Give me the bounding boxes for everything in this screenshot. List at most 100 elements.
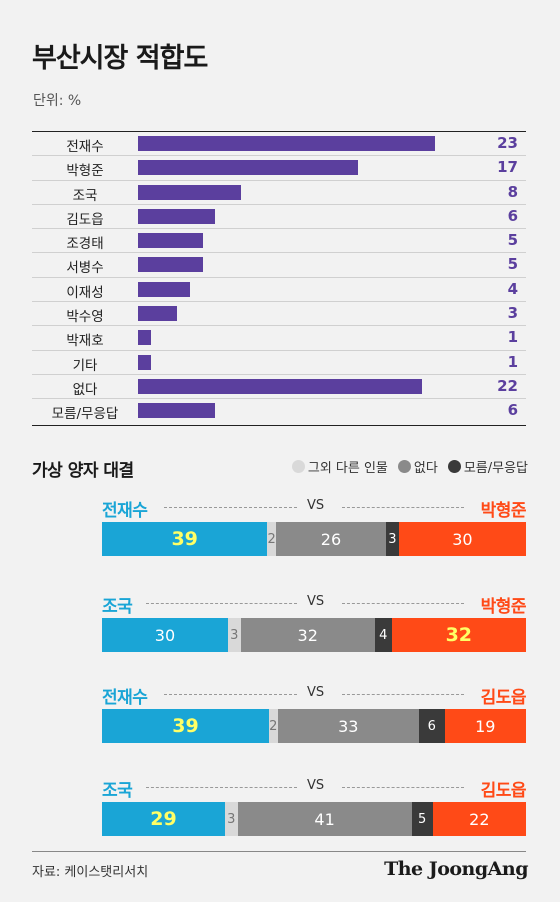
bar <box>138 160 358 176</box>
bar <box>138 136 435 151</box>
matchup-header: 전재수 VS 김도읍 <box>102 683 527 708</box>
matchup-header: 조국 VS 김도읍 <box>102 776 527 801</box>
bar <box>138 257 203 273</box>
legend-label: 그외 다른 인물 <box>307 461 388 476</box>
bar <box>138 208 216 224</box>
legend-item: 모름/무응답 <box>447 457 528 476</box>
candidate-right: 김도읍 <box>480 688 527 708</box>
bar-segment: 6 <box>418 709 445 743</box>
legend-label: 없다 <box>413 461 438 476</box>
bar-value: 23 <box>497 134 518 152</box>
bar-segment: 30 <box>102 618 228 652</box>
legend-item: 없다 <box>397 457 438 476</box>
divider-line <box>164 694 297 695</box>
stacked-bar: 30 3 32 4 32 <box>102 618 526 652</box>
matchup: 조국 VS 김도읍 29 3 41 5 22 <box>102 776 527 836</box>
bar-row: 박수영 3 <box>32 302 526 327</box>
candidate-left: 조국 <box>102 597 133 617</box>
bar-label: 박재호 <box>66 333 104 350</box>
bar-segment: 5 <box>411 802 433 836</box>
legend-swatch <box>291 460 305 473</box>
divider-line <box>146 787 297 788</box>
divider-line <box>342 787 464 788</box>
vs-label: VS <box>307 498 325 513</box>
chart-title: 부산시장 적합도 <box>32 43 208 74</box>
bar-label: 박수영 <box>66 309 104 326</box>
bar-segment: 29 <box>102 802 225 836</box>
bar <box>138 184 242 200</box>
bar-label: 박형준 <box>66 163 104 180</box>
bar-value: 6 <box>507 206 518 225</box>
bar-value: 3 <box>507 304 518 323</box>
divider-line <box>342 694 464 695</box>
vs-label: VS <box>307 594 325 609</box>
candidate-left: 전재수 <box>102 501 148 521</box>
matchup: 조국 VS 박형준 30 3 32 4 32 <box>102 592 527 652</box>
bar-row: 없다 22 <box>32 375 526 400</box>
bar-segment: 22 <box>432 802 526 836</box>
bar-label: 조국 <box>72 187 98 204</box>
candidate-right: 박형준 <box>480 501 527 521</box>
bar-label: 전재수 <box>66 139 104 155</box>
divider-line <box>146 603 297 604</box>
bar-row: 박재호 1 <box>32 326 526 351</box>
bar-segment: 3 <box>386 522 399 556</box>
unit-label: 단위: % <box>33 93 82 109</box>
bar-segment: 19 <box>444 709 526 743</box>
bar-value: 1 <box>507 328 518 347</box>
bar-value: 5 <box>507 255 518 274</box>
vs-label: VS <box>307 778 325 793</box>
bottom-rule <box>32 425 526 426</box>
legend-swatch <box>397 460 411 473</box>
bar-segment: 41 <box>237 802 412 836</box>
bar-label: 김도읍 <box>66 211 104 228</box>
bar-segment: 30 <box>398 522 526 556</box>
candidate-left: 조국 <box>102 781 133 801</box>
bar <box>138 354 151 370</box>
stacked-bar: 39 2 33 6 19 <box>102 709 526 743</box>
candidate-left: 전재수 <box>102 688 148 708</box>
bar-segment: 39 <box>102 709 270 743</box>
bar-segment: 32 <box>391 618 526 652</box>
bar-chart: 전재수 23 박형준 17 조국 8 김도읍 6 조경태 5 서병수 5 이재성 4 박수영 3 박재호 1 기타 1… <box>32 132 526 424</box>
bar-segment: 4 <box>374 618 392 652</box>
bar-row: 기타 1 <box>32 351 526 375</box>
source-text: 자료: 케이스탯리서치 <box>32 865 149 880</box>
bar-segment: 3 <box>227 618 241 652</box>
matchup: 전재수 VS 박형준 39 2 26 3 30 <box>102 496 527 556</box>
legend: 그외 다른 인물 없다 모름/무응답 <box>291 457 528 476</box>
footer-rule <box>32 851 526 852</box>
bar-label: 모름/무응답 <box>51 406 119 423</box>
bar-row: 서병수 5 <box>32 253 526 278</box>
bar-segment: 2 <box>267 522 276 556</box>
bar-segment: 26 <box>275 522 387 556</box>
matchup-title: 가상 양자 대결 <box>32 461 134 481</box>
bar-segment: 2 <box>269 709 278 743</box>
legend-label: 모름/무응답 <box>463 461 528 476</box>
bar-row: 조경태 5 <box>32 229 526 254</box>
bar-value: 5 <box>507 231 518 250</box>
bar <box>138 306 177 322</box>
vs-label: VS <box>307 685 325 700</box>
bar-value: 17 <box>497 158 518 177</box>
candidate-right: 박형준 <box>480 597 527 617</box>
bar-value: 4 <box>507 279 518 298</box>
divider-line <box>342 507 464 508</box>
bar-value: 22 <box>497 376 518 395</box>
bar-row: 김도읍 6 <box>32 205 526 230</box>
matchup-header: 전재수 VS 박형준 <box>102 496 527 521</box>
bar-value: 8 <box>507 182 518 201</box>
bar-segment: 33 <box>277 709 419 743</box>
bar-label: 서병수 <box>66 260 104 277</box>
bar <box>138 403 216 419</box>
bar-segment: 3 <box>224 802 238 836</box>
bar-row: 모름/무응답 6 <box>32 399 526 423</box>
bar <box>138 378 423 394</box>
matchup: 전재수 VS 김도읍 39 2 33 6 19 <box>102 683 527 743</box>
legend-swatch <box>447 460 461 473</box>
candidate-right: 김도읍 <box>480 781 527 801</box>
stacked-bar: 29 3 41 5 22 <box>102 802 526 836</box>
bar-label: 기타 <box>72 357 98 374</box>
bar-label: 이재성 <box>66 284 104 301</box>
bar-row: 이재성 4 <box>32 278 526 303</box>
